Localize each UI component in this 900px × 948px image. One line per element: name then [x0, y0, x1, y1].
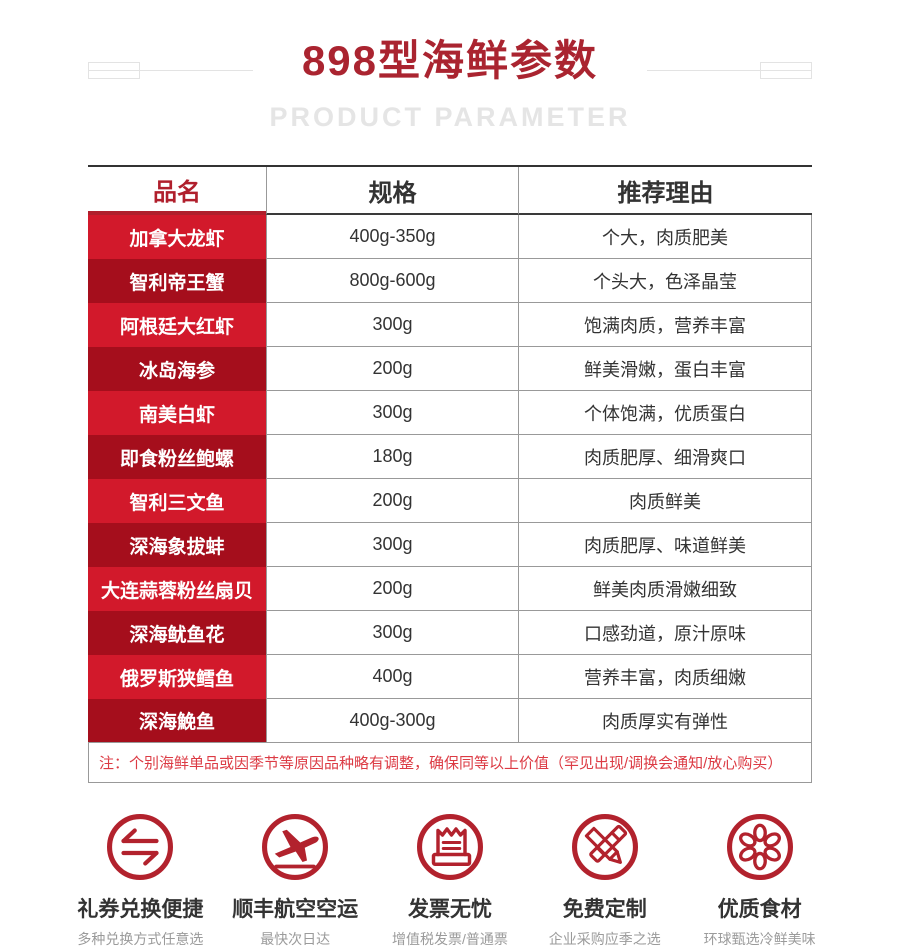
table-row: 加拿大龙虾 400g-350g 个大，肉质肥美 [88, 215, 812, 259]
cell-reason: 个体饱满，优质蛋白 [518, 391, 812, 435]
table-body: 加拿大龙虾 400g-350g 个大，肉质肥美 智利帝王蟹 800g-600g 个头大，色… [88, 215, 812, 743]
service-footer: 礼券兑换便捷 多种兑换方式任意选 顺丰航空空运 最快次日达 发票无忧 增值税发票… [63, 811, 837, 948]
pencil-icon [571, 814, 638, 880]
service-title: 礼券兑换便捷 [77, 898, 204, 921]
cell-reason: 肉质肥厚、细滑爽口 [518, 435, 812, 479]
invoice-icon [416, 814, 483, 880]
table-row: 阿根廷大红虾 300g 饱满肉质，营养丰富 [88, 303, 812, 347]
cell-name: 冰岛海参 [88, 347, 266, 391]
cell-spec: 300g [266, 611, 518, 655]
column-header-name: 品名 [88, 167, 266, 215]
cell-spec: 300g [266, 523, 518, 567]
service-subtitle: 增值税发票/普通票 [392, 931, 508, 947]
table-row: 俄罗斯狭鳕鱼 400g 营养丰富，肉质细嫩 [88, 655, 812, 699]
cell-reason: 肉质鲜美 [518, 479, 812, 523]
table-row: 南美白虾 300g 个体饱满，优质蛋白 [88, 391, 812, 435]
cell-name: 加拿大龙虾 [88, 215, 266, 259]
table-row: 即食粉丝鲍螺 180g 肉质肥厚、细滑爽口 [88, 435, 812, 479]
airplane-icon [262, 814, 329, 880]
service-item-invoice: 发票无忧 增值税发票/普通票 [373, 811, 528, 948]
cell-reason: 肉质厚实有弹性 [518, 699, 812, 743]
cell-spec: 800g-600g [266, 259, 518, 303]
service-title: 发票无忧 [407, 898, 492, 921]
service-item-quality: 优质食材 环球甄选冷鲜美味 [682, 811, 837, 948]
service-subtitle: 企业采购应季之选 [548, 931, 661, 947]
cell-name: 深海象拔蚌 [88, 523, 266, 567]
cell-name: 深海鱿鱼花 [88, 611, 266, 655]
service-title: 优质食材 [717, 898, 802, 921]
table-header: 品名 规格 推荐理由 [88, 165, 812, 215]
cell-spec: 200g [266, 347, 518, 391]
cell-reason: 肉质肥厚、味道鲜美 [518, 523, 812, 567]
table-row: 智利三文鱼 200g 肉质鲜美 [88, 479, 812, 523]
cell-reason: 口感劲道，原汁原味 [518, 611, 812, 655]
cell-spec: 300g [266, 391, 518, 435]
cell-name: 智利帝王蟹 [88, 259, 266, 303]
cell-reason: 鲜美滑嫩，蛋白丰富 [518, 347, 812, 391]
title-decoration-left [88, 62, 253, 80]
cell-name: 大连蒜蓉粉丝扇贝 [88, 567, 266, 611]
cell-reason: 鲜美肉质滑嫩细致 [518, 567, 812, 611]
cell-spec: 400g-350g [266, 215, 518, 259]
cell-reason: 个头大，色泽晶莹 [518, 259, 812, 303]
table-row: 智利帝王蟹 800g-600g 个头大，色泽晶莹 [88, 259, 812, 303]
cell-spec: 400g-300g [266, 699, 518, 743]
product-table: 品名 规格 推荐理由 加拿大龙虾 400g-350g 个大，肉质肥美 智利帝王蟹 800… [88, 165, 812, 783]
cell-name: 阿根廷大红虾 [88, 303, 266, 347]
cell-spec: 300g [266, 303, 518, 347]
decoration-line [88, 70, 253, 71]
cell-reason: 营养丰富，肉质细嫩 [518, 655, 812, 699]
table-row: 深海象拔蚌 300g 肉质肥厚、味道鲜美 [88, 523, 812, 567]
cell-spec: 200g [266, 567, 518, 611]
service-title: 免费定制 [562, 898, 647, 921]
cell-name: 智利三文鱼 [88, 479, 266, 523]
cell-spec: 400g [266, 655, 518, 699]
table-row: 深海鮸鱼 400g-300g 肉质厚实有弹性 [88, 699, 812, 743]
cell-name: 即食粉丝鲍螺 [88, 435, 266, 479]
cell-reason: 饱满肉质，营养丰富 [518, 303, 812, 347]
page-subtitle: PRODUCT PARAMETER [269, 102, 631, 132]
service-item-custom: 免费定制 企业采购应季之选 [527, 811, 682, 948]
table-row: 深海鱿鱼花 300g 口感劲道，原汁原味 [88, 611, 812, 655]
service-subtitle: 最快次日达 [260, 931, 331, 947]
service-title: 顺丰航空空运 [232, 898, 359, 921]
cell-spec: 180g [266, 435, 518, 479]
cell-name: 深海鮸鱼 [88, 699, 266, 743]
table-note: 注：个别海鲜单品或因季节等原因品种略有调整，确保同等以上价值（罕见出现/调换会通… [88, 743, 812, 783]
cell-name: 南美白虾 [88, 391, 266, 435]
title-section: 898型海鲜参数 PRODUCT PARAMETER [0, 0, 900, 133]
column-header-spec: 规格 [266, 167, 518, 215]
exchange-icon [107, 814, 174, 880]
service-item-exchange: 礼券兑换便捷 多种兑换方式任意选 [63, 811, 218, 948]
table-row: 大连蒜蓉粉丝扇贝 200g 鲜美肉质滑嫩细致 [88, 567, 812, 611]
cell-spec: 200g [266, 479, 518, 523]
table-row: 冰岛海参 200g 鲜美滑嫩，蛋白丰富 [88, 347, 812, 391]
ingredient-icon [726, 814, 793, 880]
page-title: 898型海鲜参数 [301, 37, 599, 84]
service-item-shipping: 顺丰航空空运 最快次日达 [218, 811, 373, 948]
cell-name: 俄罗斯狭鳕鱼 [88, 655, 266, 699]
cell-reason: 个大，肉质肥美 [518, 215, 812, 259]
decoration-line [647, 70, 812, 71]
column-header-reason: 推荐理由 [518, 167, 812, 215]
service-subtitle: 环球甄选冷鲜美味 [703, 931, 816, 947]
title-decoration-right [647, 62, 812, 80]
service-subtitle: 多种兑换方式任意选 [77, 931, 204, 947]
